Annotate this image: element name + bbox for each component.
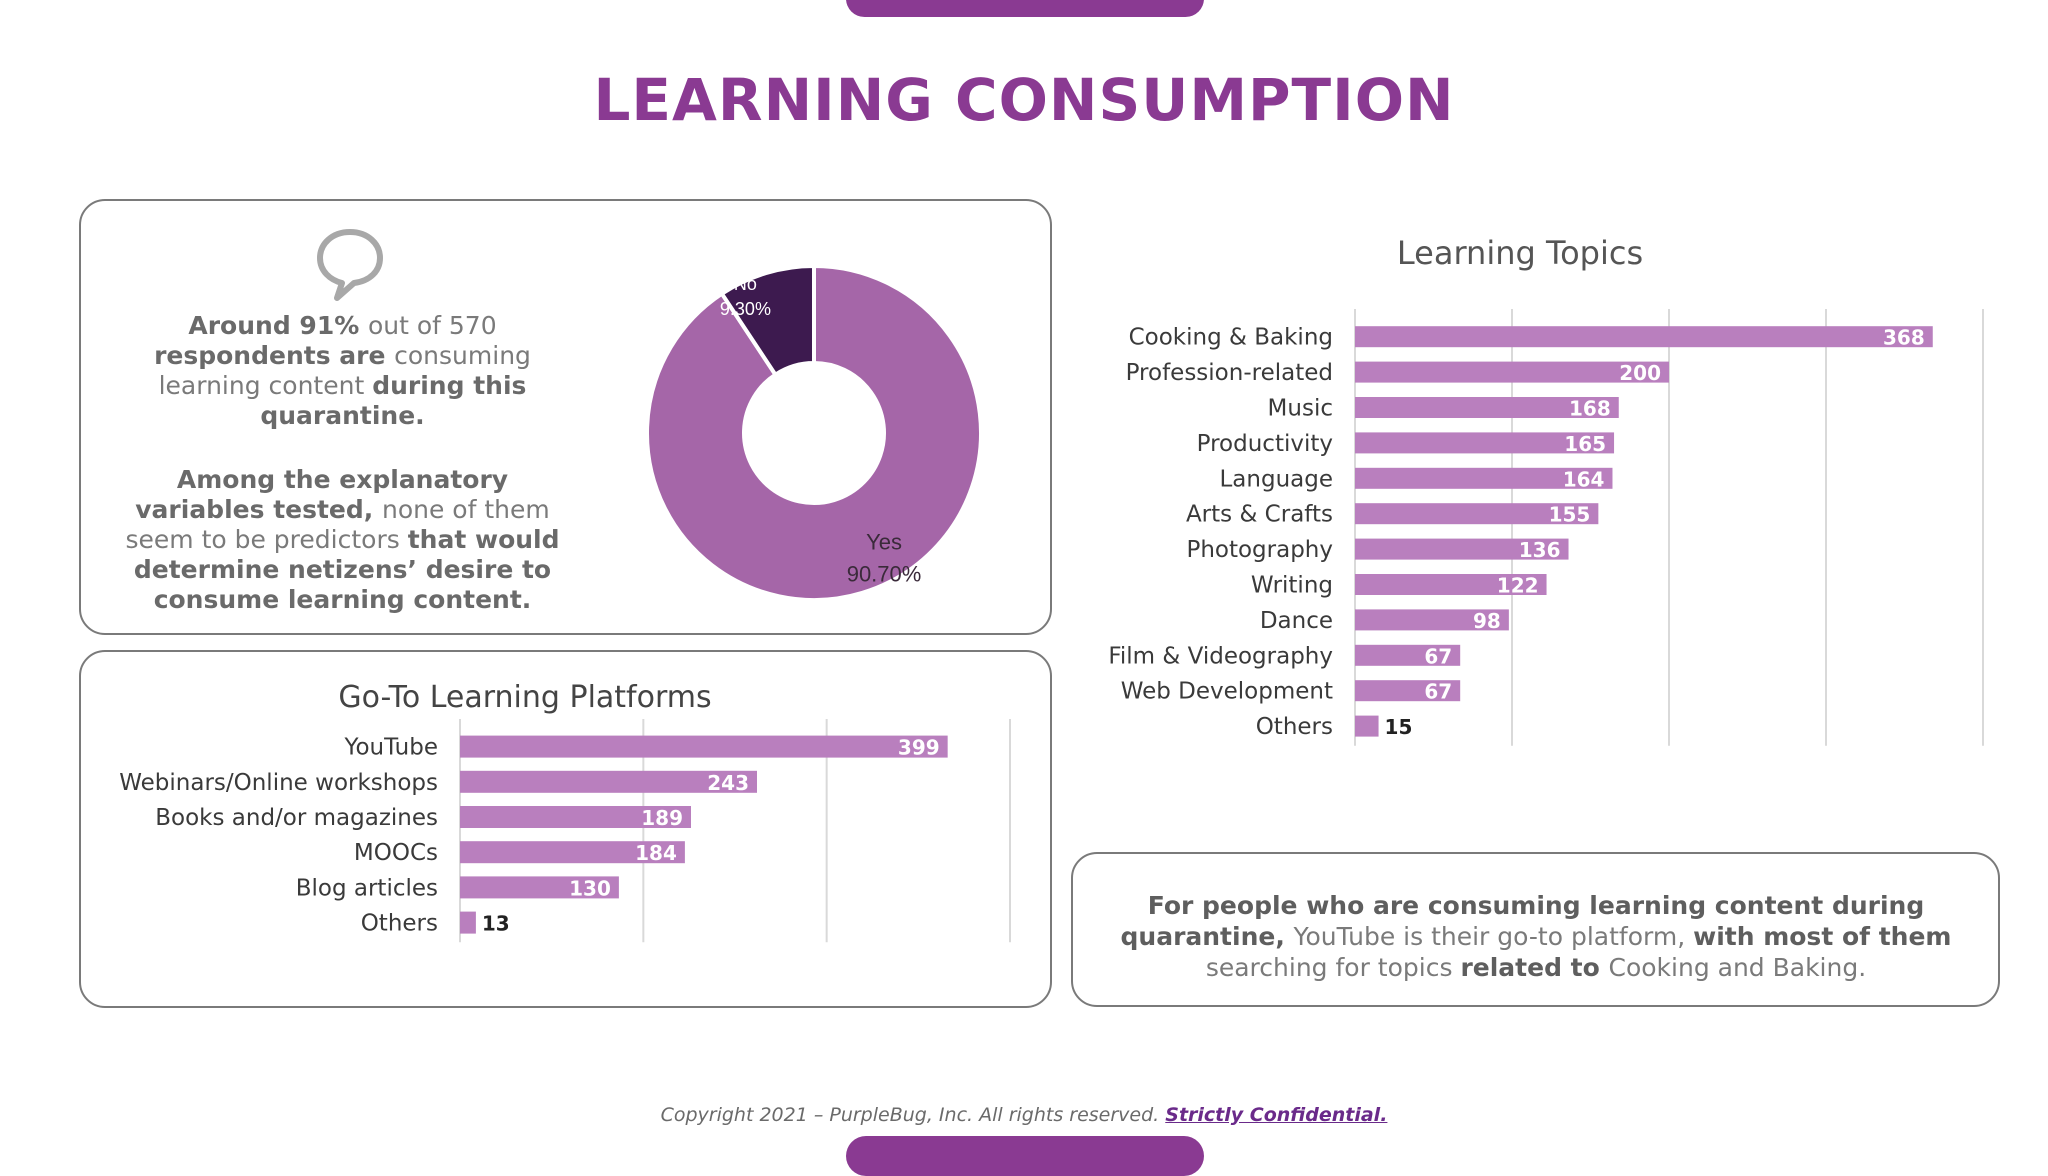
topics-bar	[1355, 609, 1509, 631]
summary-segment: YouTube is their go-to platform,	[1293, 922, 1694, 951]
platforms-bar	[460, 841, 685, 864]
topics-category-label: Film & Videography	[1108, 643, 1333, 669]
topics-category-label: Dance	[1260, 608, 1333, 634]
topics-category-label: Profession-related	[1126, 360, 1333, 386]
topics-value-label: 136	[1519, 538, 1561, 562]
platforms-panel	[79, 650, 1052, 1008]
topics-category-label: Writing	[1251, 573, 1333, 599]
topics-value-label: 122	[1497, 574, 1539, 598]
topics-category-label: Cooking & Baking	[1129, 325, 1333, 351]
topics-category-label: Others	[1256, 714, 1333, 740]
summary-segment: Cooking and Baking.	[1608, 953, 1867, 982]
platforms-bar	[460, 735, 948, 758]
top-accent-tab	[846, 0, 1204, 17]
topics-value-label: 200	[1619, 361, 1661, 385]
topics-bar	[1355, 538, 1569, 560]
topics-bar	[1355, 397, 1619, 418]
footer-confidential-link[interactable]: Strictly Confidential.	[1165, 1104, 1388, 1126]
topics-bar	[1355, 467, 1613, 489]
platforms-bar	[460, 911, 476, 934]
topics-bar	[1355, 503, 1599, 525]
topics-bar	[1355, 715, 1379, 737]
topics-bar	[1355, 432, 1615, 454]
topics-value-label: 168	[1569, 397, 1611, 421]
topics-category-label: Photography	[1186, 537, 1333, 563]
platforms-value-label: 399	[898, 736, 940, 760]
topics-value-label: 15	[1385, 715, 1413, 739]
platforms-category-label: Blog articles	[296, 875, 438, 901]
bottom-accent-tab	[846, 1136, 1204, 1176]
platforms-chart-title: Go-To Learning Platforms	[338, 680, 712, 715]
topics-bar	[1355, 680, 1461, 702]
topics-value-label: 164	[1563, 467, 1605, 491]
topics-bar	[1355, 644, 1461, 666]
predictors-segment: that would determine netizens’ desire to…	[133, 525, 560, 614]
platforms-value-label: 13	[482, 912, 510, 936]
topics-value-label: 98	[1473, 609, 1501, 633]
platforms-category-label: Books and/or magazines	[155, 805, 438, 831]
donut-slice-yes	[645, 263, 983, 602]
topics-value-label: 67	[1424, 644, 1452, 668]
summary-segment: with most of them	[1693, 922, 1952, 951]
topics-value-label: 368	[1883, 326, 1925, 350]
topics-bar	[1355, 361, 1669, 383]
summary-segment: For people who are consuming learning co…	[1120, 891, 1925, 951]
platforms-category-label: Webinars/Online workshops	[119, 770, 438, 796]
survey-finding-segment: during this quarantine.	[260, 371, 527, 430]
summary-segment: related to	[1460, 953, 1609, 982]
platforms-value-label: 189	[641, 806, 683, 830]
topics-category-label: Productivity	[1197, 431, 1333, 457]
platforms-bar	[460, 806, 691, 828]
platforms-value-label: 243	[707, 771, 749, 795]
survey-finding-segment: consuming learning content	[158, 341, 531, 400]
platforms-category-label: Others	[361, 911, 438, 937]
summary-segment: searching for topics	[1205, 953, 1461, 982]
topics-category-label: Arts & Crafts	[1186, 502, 1333, 528]
summary-panel	[1071, 852, 2000, 1007]
topics-category-label: Music	[1268, 396, 1333, 422]
survey-finding-text: Around 91% out of 570 respondents are co…	[110, 311, 575, 431]
topics-value-label: 165	[1564, 432, 1606, 456]
speech-bubble-icon	[317, 229, 383, 301]
donut-slice-no	[719, 263, 816, 378]
charts-layer: Yes 90.70% No 9.30% Cooking & Baking 368 Profe…	[119, 263, 1984, 943]
predictors-segment: none of them seem to be predictors	[125, 495, 550, 554]
topics-value-label: 155	[1549, 503, 1591, 527]
survey-finding-segment: Around 91%	[188, 311, 368, 340]
platforms-bar	[460, 770, 757, 793]
footer-copyright: Copyright 2021 – PurpleBug, Inc. All rig…	[660, 1104, 1160, 1126]
donut-label-yes: Yes	[866, 529, 902, 554]
predictors-segment: Among the explanatory variables tested,	[135, 465, 509, 524]
donut-value-no: 9.30%	[720, 299, 771, 319]
platforms-bar	[460, 876, 619, 899]
donut-value-yes: 90.70%	[847, 561, 922, 586]
topics-category-label: Web Development	[1121, 679, 1333, 705]
predictors-text: Among the explanatory variables tested, …	[110, 465, 575, 615]
survey-finding-segment: respondents are	[154, 341, 395, 370]
donut-label-no: No	[734, 274, 757, 294]
platforms-category-label: MOOCs	[354, 840, 438, 866]
topics-value-label: 67	[1424, 680, 1452, 704]
survey-finding-segment: out of 570	[367, 311, 497, 340]
page-title: LEARNING CONSUMPTION	[593, 66, 1455, 134]
topics-category-label: Language	[1219, 466, 1333, 492]
platforms-category-label: YouTube	[343, 735, 438, 761]
topics-bar	[1355, 326, 1933, 348]
summary-text: For people who are consuming learning co…	[1078, 890, 1994, 983]
platforms-value-label: 130	[569, 876, 611, 900]
topics-bar	[1355, 574, 1547, 595]
topics-chart-title: Learning Topics	[1396, 234, 1644, 272]
footer: Copyright 2021 – PurpleBug, Inc. All rig…	[0, 1104, 2048, 1126]
platforms-value-label: 184	[635, 841, 677, 865]
